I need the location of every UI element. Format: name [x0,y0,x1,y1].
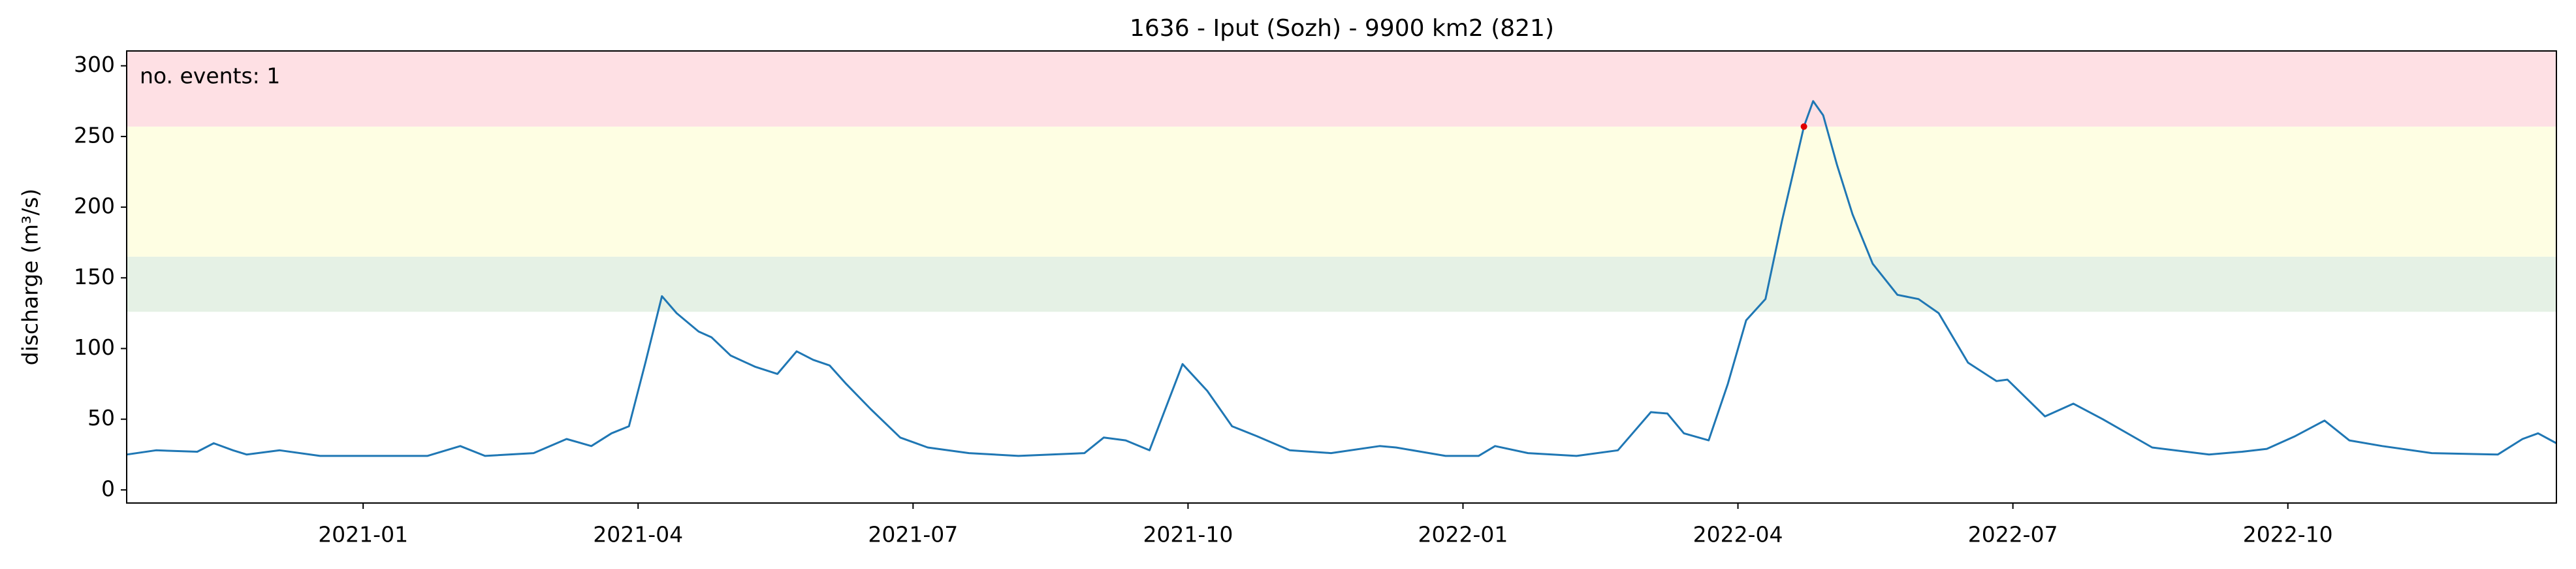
x-tick-label: 2022-01 [1418,522,1508,547]
event-point [1800,123,1807,130]
x-tick-label: 2022-10 [2243,522,2333,547]
x-tick-label: 2021-01 [318,522,408,547]
y-tick-label: 200 [74,193,115,219]
threshold-band [127,126,2556,257]
threshold-band [127,51,2556,127]
y-tick-label: 300 [74,52,115,77]
event-count: no. events: 1 [140,63,280,89]
y-tick-label: 50 [87,405,115,431]
x-tick-label: 2021-10 [1143,522,1233,547]
y-tick-label: 0 [101,476,115,501]
y-tick-label: 150 [74,264,115,289]
threshold-band [127,256,2556,312]
x-tick-label: 2022-04 [1693,522,1783,547]
y-tick-label: 100 [74,334,115,360]
x-tick-label: 2021-04 [593,522,683,547]
x-tick-label: 2022-07 [1968,522,2058,547]
plot-frame [126,50,2557,504]
x-tick-label: 2021-07 [868,522,958,547]
y-tick-label: 250 [74,122,115,148]
chart-title: 1636 - Iput (Sozh) - 9900 km2 (821) [1130,15,1554,42]
y-axis-label: discharge (m³/s) [18,189,43,366]
discharge-line [126,100,2557,457]
